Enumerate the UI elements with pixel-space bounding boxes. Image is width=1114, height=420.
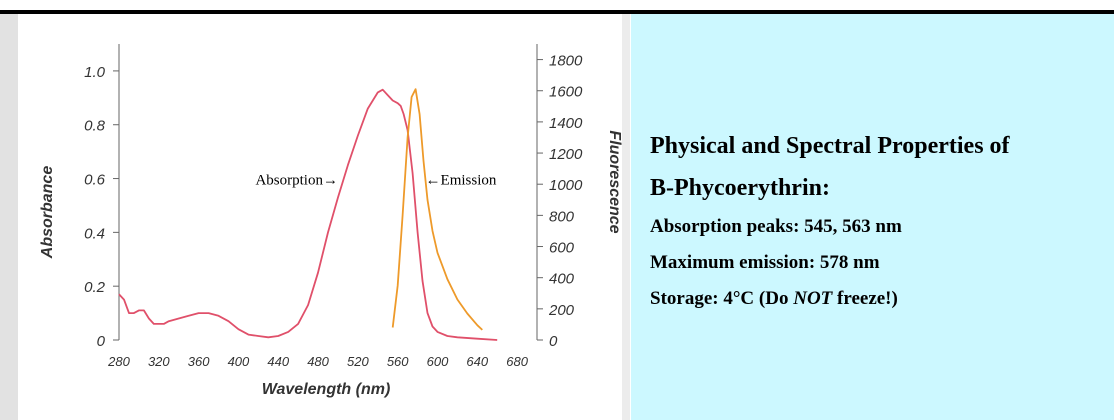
top-rule [0,10,1114,14]
absorption-peaks: Absorption peaks: 545, 563 nm [650,216,902,237]
emission-curve [391,88,483,331]
absorption-annotation: Absorption→ [255,173,338,189]
spectrum-chart: 0 0.2 0.4 0.6 0.8 1.0 0 200 400 600 800 1000 1200 140… [39,44,622,398]
y-tick-label: 0.2 [84,279,106,296]
x-tick-label: 280 [107,354,130,369]
y2-tick-label: 1000 [549,177,583,194]
y2-axis-title: Fluorescence [606,130,622,233]
y2-tick-label: 200 [548,302,575,319]
x-tick-label: 440 [267,354,289,369]
maximum-emission: Maximum emission: 578 nm [650,252,880,273]
y2-tick-label: 1600 [549,84,583,101]
y2-tick-label: 1400 [549,115,583,132]
x-tick-label: 560 [387,354,409,369]
y2-tick-label: 0 [549,333,558,350]
absorption-curve [118,88,498,341]
left-strip [0,14,18,420]
y-tick-label: 0 [97,333,106,350]
storage-emphasis: NOT [793,288,833,309]
properties-text: Physical and Spectral Properties of B-Ph… [650,125,1110,317]
x-axis-title: Wavelength (nm) [262,381,391,398]
x-tick-label: 600 [427,354,449,369]
storage-suffix: freeze!) [832,288,898,309]
properties-title-line1: Physical and Spectral Properties of [650,133,1010,159]
x-tick-label: 680 [506,354,528,369]
y2-tick-label: 1800 [549,53,583,70]
storage-note: Storage: 4°C (Do NOT freeze!) [650,281,1110,317]
y-tick-label: 0.8 [84,118,106,135]
x-tick-label: 360 [188,354,210,369]
info-panel [631,14,1114,420]
x-tick-label: 480 [307,354,329,369]
y-axis-title: Absorbance [39,166,56,260]
x-tick-label: 640 [466,354,488,369]
y2-tick-label: 400 [549,271,575,288]
y-tick-label: 0.6 [84,172,106,189]
y2-tick-label: 1200 [549,146,583,163]
properties-title-line2: B-Phycoerythrin: [650,175,830,201]
emission-annotation: ←Emission [426,173,497,189]
y2-tick-label: 600 [549,240,575,257]
x-tick-label: 400 [228,354,250,369]
x-tick-label: 320 [148,354,170,369]
y2-tick-label: 800 [549,208,575,225]
chart-panel: 0 0.2 0.4 0.6 0.8 1.0 0 200 400 600 800 1000 1200 140… [18,14,622,420]
x-tick-label: 520 [347,354,369,369]
y-tick-label: 0.4 [84,225,105,242]
y-tick-label: 1.0 [84,64,106,81]
storage-prefix: Storage: 4°C (Do [650,288,794,309]
